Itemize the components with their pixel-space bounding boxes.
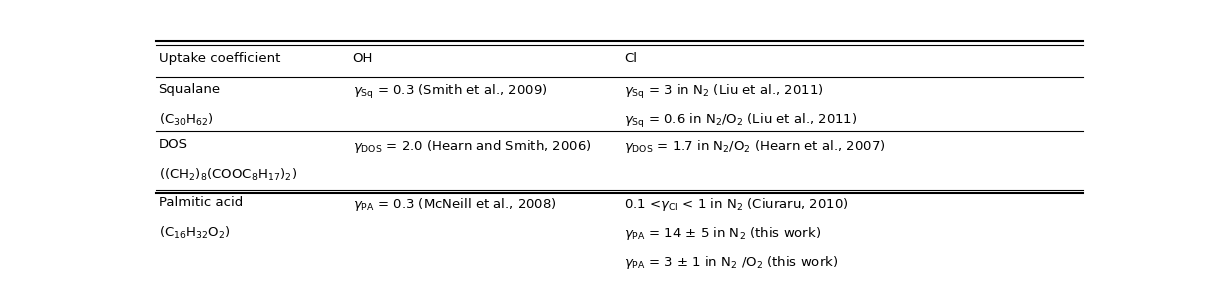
Text: $\gamma_{\mathregular{DOS}}$ = 1.7 in N$_2$/O$_2$ (Hearn et al., 2007): $\gamma_{\mathregular{DOS}}$ = 1.7 in N$… <box>624 138 886 155</box>
Text: $\gamma_{\mathregular{DOS}}$ = 2.0 (Hearn and Smith, 2006): $\gamma_{\mathregular{DOS}}$ = 2.0 (Hear… <box>353 138 591 155</box>
Text: Cl: Cl <box>624 52 637 65</box>
Text: $(\mathregular{C}_{30}\mathregular{H}_{62})$: $(\mathregular{C}_{30}\mathregular{H}_{6… <box>158 112 214 128</box>
Text: $\gamma_{\mathregular{Sq}}$ = 3 in N$_2$ (Liu et al., 2011): $\gamma_{\mathregular{Sq}}$ = 3 in N$_2$… <box>624 83 823 101</box>
Text: $\gamma_{\mathregular{Sq}}$ = 0.6 in N$_2$/O$_2$ (Liu et al., 2011): $\gamma_{\mathregular{Sq}}$ = 0.6 in N$_… <box>624 112 857 130</box>
Text: $\gamma_{\mathregular{PA}}$ = 14 ± 5 in N$_2$ (this work): $\gamma_{\mathregular{PA}}$ = 14 ± 5 in … <box>624 225 821 242</box>
Text: $\gamma_{\mathregular{PA}}$ = 0.3 (McNeill et al., 2008): $\gamma_{\mathregular{PA}}$ = 0.3 (McNei… <box>353 196 556 213</box>
Text: 0.1 <$\gamma_{\mathregular{Cl}}$ < 1 in N$_2$ (Ciuraru, 2010): 0.1 <$\gamma_{\mathregular{Cl}}$ < 1 in … <box>624 196 849 213</box>
Text: DOS: DOS <box>158 138 187 151</box>
Text: OH: OH <box>353 52 372 65</box>
Text: Squalane: Squalane <box>158 83 221 96</box>
Text: $(\mathregular{(CH}_2)_8\mathregular{(COOC}_8\mathregular{H}_{17})_2)$: $(\mathregular{(CH}_2)_8\mathregular{(CO… <box>158 166 296 183</box>
Text: $\gamma_{\mathregular{PA}}$ = 3 ± 1 in N$_2$ /O$_2$ (this work): $\gamma_{\mathregular{PA}}$ = 3 ± 1 in N… <box>624 254 838 271</box>
Text: Palmitic acid: Palmitic acid <box>158 196 243 209</box>
Text: $(\mathregular{C}_{16}\mathregular{H}_{32}\mathregular{O}_2)$: $(\mathregular{C}_{16}\mathregular{H}_{3… <box>158 225 231 241</box>
Text: $\gamma_{\mathregular{Sq}}$ = 0.3 (Smith et al., 2009): $\gamma_{\mathregular{Sq}}$ = 0.3 (Smith… <box>353 83 546 101</box>
Text: Uptake coefficient: Uptake coefficient <box>158 52 280 65</box>
